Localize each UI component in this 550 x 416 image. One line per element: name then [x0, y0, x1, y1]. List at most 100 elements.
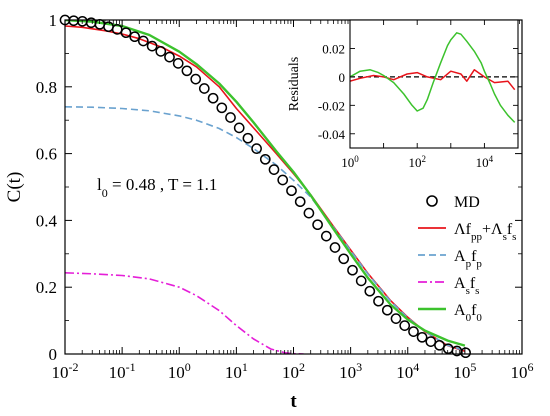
inset-x-tick-exponent: 4	[489, 154, 494, 164]
md-data-point	[364, 285, 376, 297]
legend-label-part: +Λ	[482, 221, 503, 238]
md-data-point	[399, 320, 411, 331]
md-data-point	[381, 304, 393, 316]
legend-label-part: p	[466, 258, 472, 270]
x-tick-label-exponent: 2	[299, 360, 305, 374]
inset-y-tick-label: -0.02	[318, 98, 345, 113]
inset-y-tick-label: 0.02	[322, 41, 345, 56]
series-line-a0	[65, 20, 466, 347]
md-data-point	[425, 336, 437, 347]
md-data-point	[172, 58, 184, 69]
legend-label-part: 0	[466, 312, 472, 324]
inset-x-tick-label: 100	[341, 154, 359, 170]
legend-label-fit: Λfpp+Λsfs	[454, 221, 516, 243]
md-data-point	[303, 207, 315, 219]
legend-label-part: s	[466, 285, 470, 297]
x-tick-label: 10-1	[109, 360, 136, 382]
series-line-ap	[65, 106, 466, 352]
inset-background	[350, 20, 518, 148]
y-tick-label: 1	[49, 11, 58, 30]
md-data-point	[120, 27, 132, 39]
md-data-point	[251, 143, 262, 154]
md-data-point	[460, 347, 471, 359]
x-tick-label-exponent: 6	[528, 360, 534, 374]
md-data-point	[190, 73, 202, 85]
x-tick-label-exponent: -2	[69, 360, 79, 374]
y-tick-label: 0	[49, 345, 58, 364]
annotation-rest: = 0.48 , T = 1.1	[108, 175, 218, 194]
legend-label-a0: A0f0	[454, 302, 482, 324]
legend-label-as: Asfs	[454, 275, 479, 297]
x-tick-label: 102	[282, 360, 305, 382]
legend-label-part: p	[476, 258, 482, 270]
legend-marker-md	[426, 195, 438, 207]
inset-series-group	[350, 32, 518, 123]
md-data-point	[268, 164, 280, 175]
x-tick-label: 104	[396, 360, 419, 382]
inset-x-tick-label: 104	[476, 154, 494, 170]
legend-label-part: f	[471, 248, 477, 265]
legend-label-part: f	[466, 221, 472, 238]
md-data-point	[355, 275, 367, 287]
x-tick-label: 101	[225, 360, 248, 382]
md-data-point	[390, 313, 402, 324]
legend-label-part: s	[503, 231, 507, 243]
legend-label-part: p	[476, 231, 482, 243]
md-data-point	[129, 31, 141, 43]
md-data-point	[233, 122, 245, 134]
md-data-point	[329, 242, 341, 253]
y-axis-label: C(t)	[4, 172, 25, 203]
legend-label-part: A	[454, 302, 466, 319]
legend-label-part: Λ	[454, 221, 466, 238]
x-tick-label: 103	[339, 360, 362, 382]
inset-x-tick-label: 102	[408, 154, 426, 170]
legend-label-part: f	[507, 221, 513, 238]
x-tick-label-exponent: 4	[413, 360, 419, 374]
legend-label-ap: Apfp	[454, 248, 482, 270]
md-data-point	[338, 253, 350, 265]
x-tick-label-base: 10	[225, 363, 242, 382]
x-tick-label: 105	[453, 360, 476, 382]
md-data-point	[373, 295, 384, 307]
x-tick-label: 106	[511, 360, 534, 382]
legend-label-md: MD	[454, 194, 480, 211]
md-data-point	[225, 112, 236, 123]
x-tick-label: 10-2	[52, 360, 79, 382]
inset-x-tick-base: 10	[341, 155, 354, 170]
md-data-point	[259, 153, 271, 165]
legend-label-part: f	[470, 275, 476, 292]
x-tick-label-base: 10	[511, 363, 528, 382]
legend-label-part: s	[512, 231, 516, 243]
x-tick-label-base: 10	[52, 363, 69, 382]
md-data-point	[294, 196, 306, 208]
x-tick-label-exponent: 5	[470, 360, 476, 374]
inset-line-res_green	[350, 32, 516, 123]
md-data-point	[155, 46, 167, 57]
annotation-subscript: 0	[102, 186, 108, 200]
y-tick-label: 0.8	[36, 78, 57, 97]
md-data-point	[198, 83, 210, 94]
x-tick-label-exponent: -1	[126, 360, 136, 374]
y-tick-label: 0.4	[36, 211, 58, 230]
x-tick-label-base: 10	[396, 363, 413, 382]
x-tick-label-base: 10	[168, 363, 185, 382]
md-data-point	[312, 219, 323, 231]
md-data-point	[408, 326, 419, 337]
x-tick-label-exponent: 0	[185, 360, 191, 374]
md-data-point	[164, 51, 175, 63]
md-data-point	[277, 174, 289, 186]
y-tick-label: 0.2	[36, 278, 57, 297]
md-data-point	[320, 230, 332, 242]
inset-y-tick-label: 0	[339, 70, 346, 85]
md-data-point	[347, 264, 358, 276]
legend-label-part: s	[475, 285, 479, 297]
legend-label-part: 0	[476, 312, 482, 324]
inset-x-tick-base: 10	[408, 155, 421, 170]
x-tick-label-base: 10	[453, 363, 470, 382]
legend-label-part: A	[454, 248, 466, 265]
x-tick-label-base: 10	[282, 363, 299, 382]
inset-y-tick-label: -0.04	[318, 127, 346, 142]
